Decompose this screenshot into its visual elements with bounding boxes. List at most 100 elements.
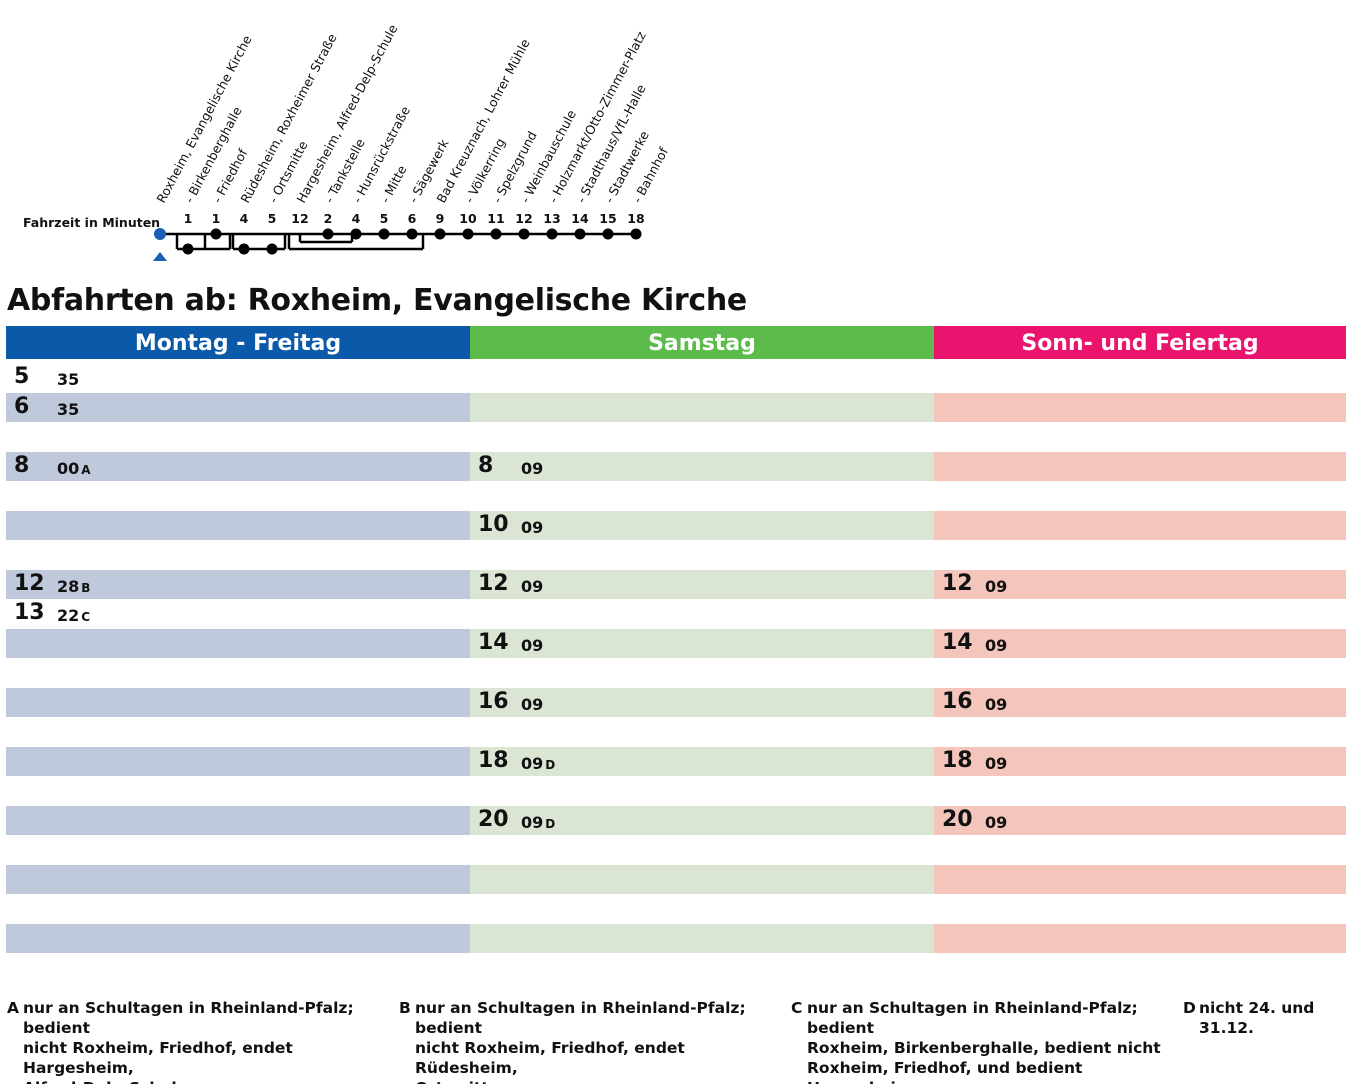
timetable-row (6, 835, 470, 864)
departure-minutes (521, 873, 523, 892)
timetable-row: 20 09 (934, 805, 1346, 835)
travel-minute: 9 (436, 211, 445, 226)
departure-minutes (57, 548, 59, 567)
timetable-row: 18 09 D (470, 746, 934, 776)
departure-minutes (57, 666, 59, 685)
footnote-letter: B (399, 999, 411, 1017)
footnote-text-line: nur an Schultagen in Rheinland-Pfalz; be… (23, 999, 354, 1037)
timetable-row (934, 422, 1346, 451)
departure-minutes: 09 D (521, 812, 555, 833)
stop-dot (490, 228, 502, 240)
timetable-row (934, 717, 1346, 746)
travel-minute: 10 (459, 211, 477, 226)
timetable-row (6, 540, 470, 569)
timetable-row: 18 09 (934, 746, 1346, 776)
departure-minutes (985, 548, 987, 567)
departure-hour: 20 (478, 806, 509, 832)
timetable-row (470, 540, 934, 569)
timetable-row (6, 805, 470, 835)
stop-dot (182, 243, 194, 255)
departure-minutes (985, 519, 987, 538)
timetable-row (6, 510, 470, 540)
departure-hour: 20 (942, 806, 973, 832)
stop-dot (322, 228, 334, 240)
minute-value: 00 (57, 458, 80, 478)
departure-minutes (985, 932, 987, 951)
timetable-row (6, 658, 470, 687)
footnote-text-line: nicht 24. und 31.12. (1199, 999, 1315, 1037)
column-saturday: Samstag 8 09 10 09 12 09 14 09 16 09 18 09 D 20 09 D (470, 326, 934, 954)
departure-hour: 16 (478, 688, 509, 714)
minute-value: 09 (521, 517, 544, 537)
departure-minutes (521, 725, 523, 744)
timetable-row (470, 363, 934, 392)
timetable-row (6, 894, 470, 923)
route-lines (160, 232, 636, 251)
departure-minutes (57, 725, 59, 744)
timetable-row: 20 09 D (470, 805, 934, 835)
departure-minutes (57, 696, 59, 715)
timetable-row: 6 35 (6, 392, 470, 422)
timetable-row (6, 864, 470, 894)
departure-minutes (521, 607, 523, 626)
timetable-row (470, 894, 934, 923)
travel-minute: 15 (599, 211, 616, 226)
departure-minutes: 09 (985, 694, 1009, 715)
travel-minute: 13 (543, 211, 560, 226)
timetable-row (934, 923, 1346, 953)
minute-value: 09 (521, 576, 544, 596)
timetable-row (470, 481, 934, 510)
minute-value: 09 (521, 812, 544, 832)
timetable-row: 14 09 (470, 628, 934, 658)
stop-dot (238, 243, 250, 255)
travel-minute: 2 (324, 211, 333, 226)
timetable-row (934, 392, 1346, 422)
stop-labels: Roxheim, Evangelische Kirche- Birkenberg… (153, 22, 671, 206)
travel-minute: 12 (515, 211, 532, 226)
timetable-row (6, 481, 470, 510)
timetable-row (470, 923, 934, 953)
departure-hour: 18 (478, 747, 509, 773)
departure-minutes (521, 430, 523, 449)
column-sunday-holiday: Sonn- und Feiertag 12 09 14 09 16 09 18 09 20 09 (934, 326, 1346, 954)
departure-hour: 5 (14, 364, 30, 389)
timetable-row (470, 776, 934, 805)
departure-minutes: 09 (521, 695, 545, 715)
departure-minutes (57, 873, 59, 892)
timetable-row: 5 35 (6, 363, 470, 392)
departure-minutes (521, 401, 523, 420)
departure-minutes (57, 843, 59, 862)
departure-minutes (985, 843, 987, 862)
travel-minute: 11 (487, 211, 504, 226)
departure-minutes (57, 932, 59, 951)
stop-dot (602, 228, 614, 240)
travel-minute: 12 (291, 211, 308, 226)
departure-minutes: 09 (521, 459, 545, 479)
departure-minutes (57, 902, 59, 921)
page-title: Abfahrten ab: Roxheim, Evangelische Kirc… (7, 283, 747, 318)
timetable-row (470, 599, 934, 628)
minute-value: 09 (521, 635, 544, 655)
departure-hour: 13 (14, 600, 45, 625)
stop-dot (406, 228, 418, 240)
timetable-row (934, 835, 1346, 864)
timetable: Montag - Freitag 5 35 6 35 8 00 A 12 28 B 13 22 C Sa… (6, 326, 1346, 954)
travel-minute: 4 (240, 211, 249, 226)
minute-value: 22 (57, 606, 80, 625)
departure-hour: 12 (478, 570, 509, 596)
departure-hour: 12 (942, 570, 973, 596)
minute-value: 09 (985, 694, 1008, 714)
timetable-row (6, 628, 470, 658)
minute-value: 28 (57, 576, 80, 596)
timetable-row (934, 510, 1346, 540)
departure-hour: 8 (478, 452, 494, 478)
departure-minutes (521, 548, 523, 567)
stop-dot (378, 228, 390, 240)
column-header-sunday-holiday: Sonn- und Feiertag (934, 326, 1346, 359)
timetable-row (6, 717, 470, 746)
timetable-row (470, 835, 934, 864)
column-weekday: Montag - Freitag 5 35 6 35 8 00 A 12 28 B 13 22 C (6, 326, 470, 954)
departure-minutes (521, 489, 523, 508)
